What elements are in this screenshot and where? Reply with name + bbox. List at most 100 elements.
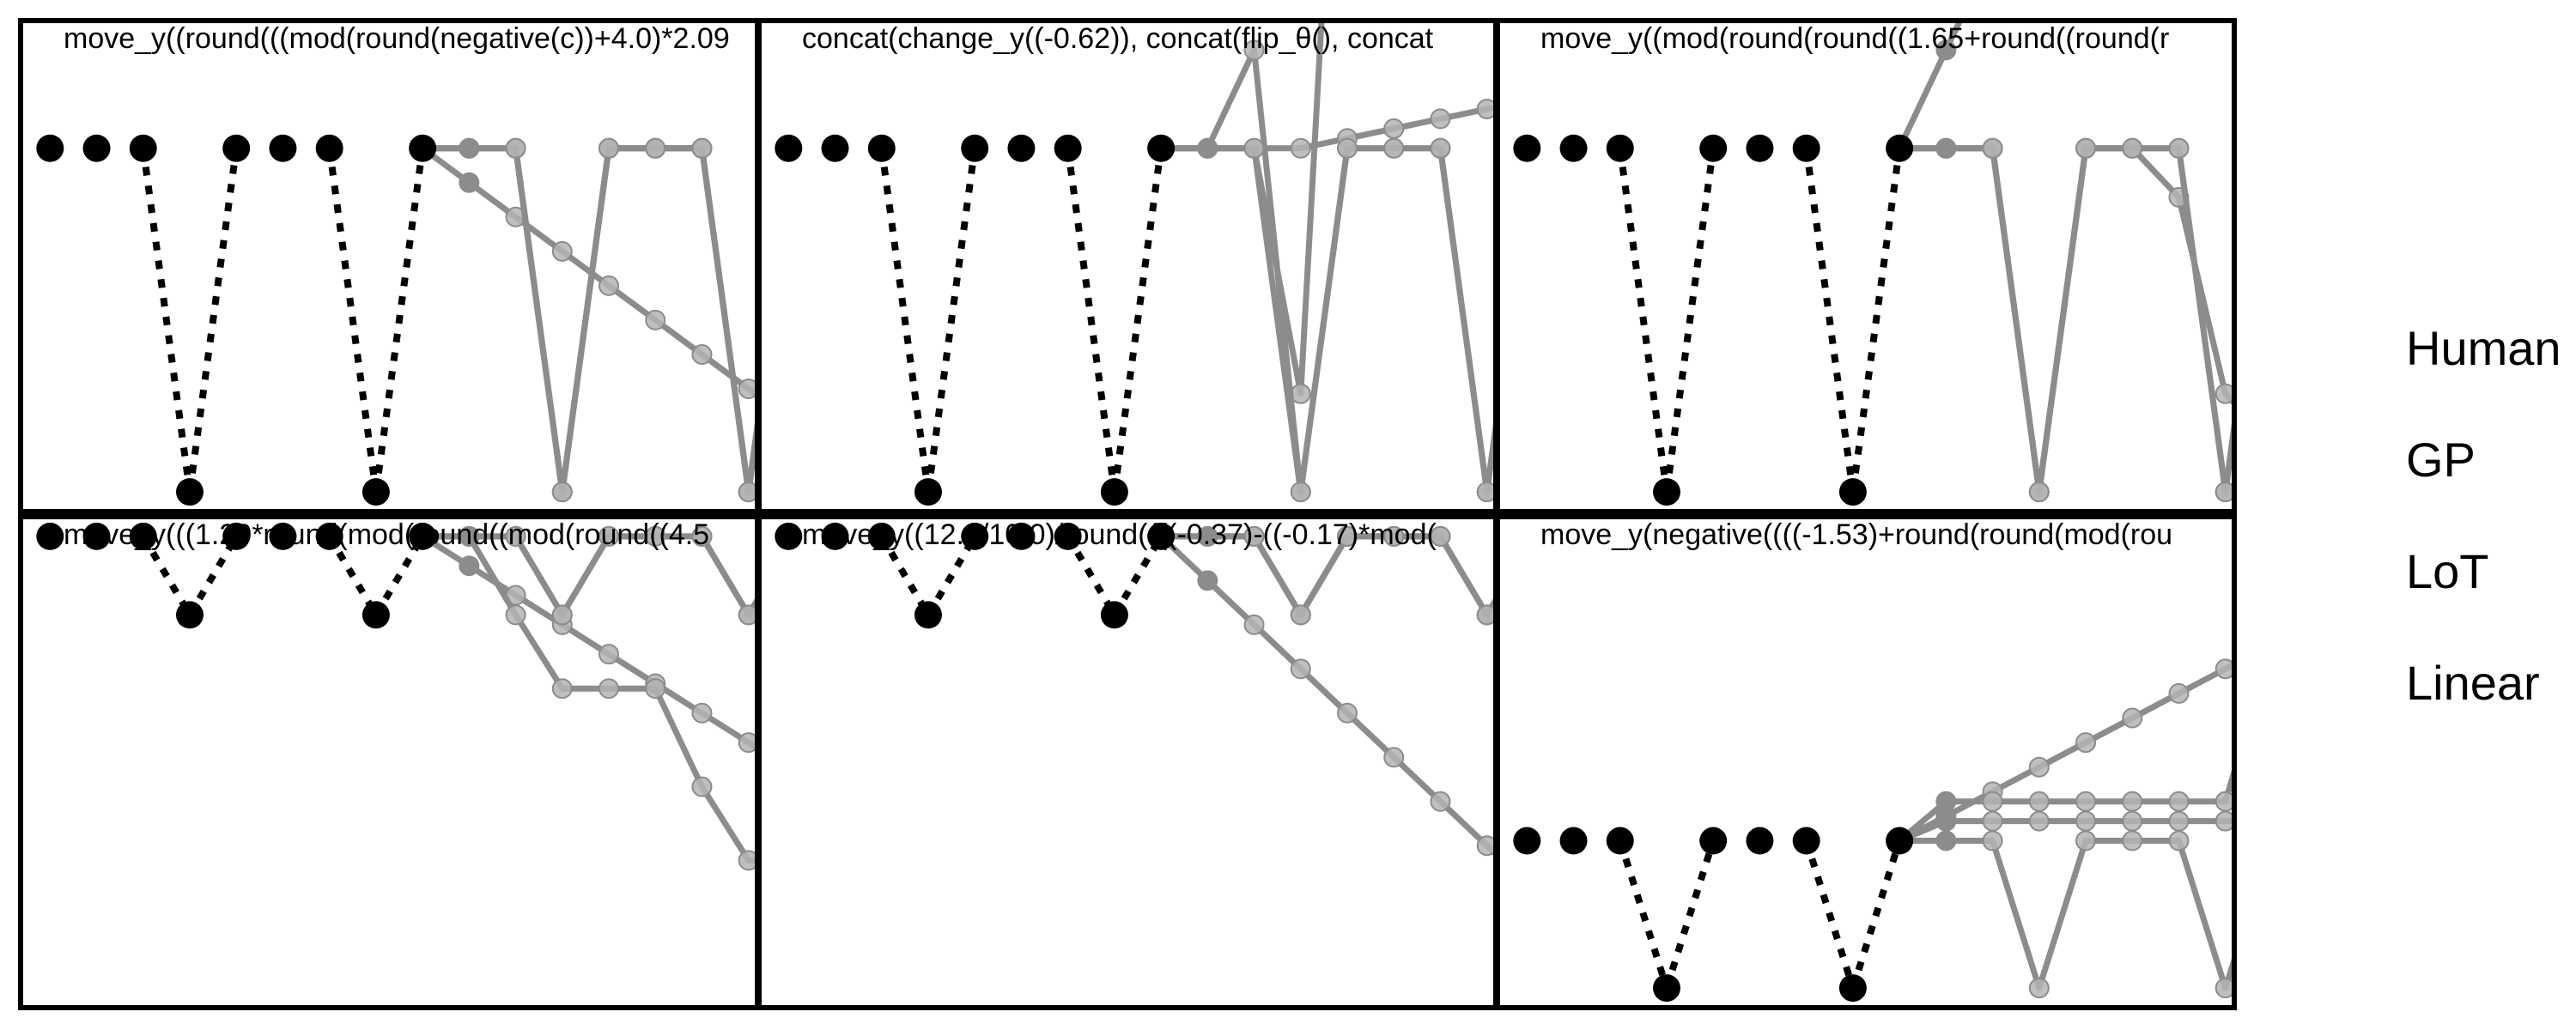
prediction-point xyxy=(2403,635,2421,654)
prediction-point xyxy=(1571,924,1589,943)
prediction-point xyxy=(2309,139,2328,158)
prediction-point xyxy=(738,604,757,626)
prediction-line xyxy=(1161,46,1496,495)
panel-frame xyxy=(1495,18,2237,514)
panel-title: move_y(negative((((-1.53)+round(round(mo… xyxy=(1540,518,2172,551)
panel-plot-area xyxy=(775,522,1683,1030)
panel-frame xyxy=(1495,514,2237,1010)
context-dotted-link xyxy=(140,534,193,617)
context-dotted-link xyxy=(186,148,240,493)
prediction-point xyxy=(1383,137,1405,159)
prediction-point xyxy=(1337,137,1358,159)
prediction-point xyxy=(2028,791,2050,812)
prediction-point xyxy=(1430,108,1451,130)
prediction-point xyxy=(2309,596,2328,615)
prediction-point xyxy=(2403,812,2421,831)
prediction-point xyxy=(2355,586,2374,605)
prediction-point xyxy=(1476,98,1496,119)
prediction-point xyxy=(2075,830,2097,851)
panel-plot-area xyxy=(1513,21,2374,506)
context-dotted-link xyxy=(925,534,978,617)
context-dotted-link xyxy=(325,148,380,493)
context-dotted-link xyxy=(1111,534,1164,617)
prediction-point xyxy=(2355,139,2374,158)
prediction-point xyxy=(598,275,620,296)
panel-frame xyxy=(18,18,760,514)
prediction-point xyxy=(2168,137,2190,159)
context-point xyxy=(269,134,297,162)
prediction-point xyxy=(1664,605,1683,624)
prediction-point xyxy=(1982,810,2003,832)
context-point xyxy=(1606,827,1634,855)
context-point xyxy=(222,522,251,550)
panel-plot-area xyxy=(1513,586,2421,1003)
prediction-point xyxy=(878,821,897,840)
prediction-line xyxy=(1899,145,2234,495)
prediction-line xyxy=(422,533,757,863)
prediction-point xyxy=(2168,810,2190,832)
prediction-point xyxy=(2028,810,2050,832)
prediction-point xyxy=(2215,978,2234,999)
context-point xyxy=(315,522,343,550)
prediction-point xyxy=(2215,810,2234,832)
panel-plot-area xyxy=(36,134,805,506)
panel-2: concat(change_y((-0.62)), concat(flip_θ(… xyxy=(756,18,1498,514)
prediction-line xyxy=(422,145,757,495)
prediction-point xyxy=(2309,139,2328,158)
prediction-point xyxy=(1290,604,1311,626)
prediction-point xyxy=(786,414,805,433)
prediction-point xyxy=(459,173,479,192)
panel-5: move_y((12.0/10.0)/round((((-0.37)-((-0.… xyxy=(756,514,1683,1030)
prediction-point xyxy=(551,678,573,700)
context-point xyxy=(175,478,204,506)
prediction-point xyxy=(1982,137,2003,159)
prediction-point xyxy=(505,137,526,159)
prediction-point xyxy=(1430,791,1451,812)
panels-layer: move_y((round(((mod(round(negative(c))+4… xyxy=(18,18,2421,1030)
context-dotted-link xyxy=(1110,148,1165,493)
prediction-point xyxy=(691,776,713,797)
prediction-point xyxy=(1290,482,1311,503)
panel-title: concat(change_y((-0.62)), concat(flip_θ(… xyxy=(802,22,1434,55)
prediction-point xyxy=(1243,525,1265,547)
context-point xyxy=(1652,974,1680,1003)
prediction-point xyxy=(786,762,805,781)
prediction-point xyxy=(2168,682,2190,704)
context-point xyxy=(1559,827,1588,855)
prediction-point xyxy=(1936,831,1956,851)
panel-frame xyxy=(18,514,760,1010)
prediction-line xyxy=(422,145,757,495)
prediction-point xyxy=(2309,832,2328,851)
prediction-point xyxy=(2215,383,2234,404)
prediction-point xyxy=(1198,138,1218,158)
panel-title: move_y((round(((mod(round(negative(c))+4… xyxy=(64,22,730,55)
prediction-point xyxy=(2263,635,2281,654)
prediction-point xyxy=(691,137,713,159)
context-point xyxy=(1652,478,1680,506)
context-dotted-link xyxy=(878,148,932,493)
context-point xyxy=(914,601,942,629)
prediction-point xyxy=(2028,978,2050,999)
prediction-point xyxy=(2263,139,2281,158)
prediction-point xyxy=(1664,1013,1683,1030)
prediction-point xyxy=(1936,40,1956,60)
context-point xyxy=(1746,134,1774,162)
prediction-point xyxy=(645,525,666,547)
legend-label-linear: Linear xyxy=(2406,656,2540,710)
prediction-point xyxy=(2075,732,2097,754)
prediction-point xyxy=(786,851,805,869)
prediction-point xyxy=(1476,835,1496,857)
prediction-point xyxy=(1337,702,1358,724)
prediction-point xyxy=(2168,791,2190,812)
context-point xyxy=(775,522,803,550)
prediction-point xyxy=(459,138,479,158)
prediction-point xyxy=(1383,747,1405,768)
context-dotted-link xyxy=(1802,148,1856,493)
context-point xyxy=(82,134,111,162)
prediction-point xyxy=(738,482,757,503)
prediction-point xyxy=(2355,635,2374,654)
context-dotted-link xyxy=(1663,148,1717,493)
prediction-point xyxy=(551,604,573,626)
prediction-point xyxy=(1476,604,1496,626)
